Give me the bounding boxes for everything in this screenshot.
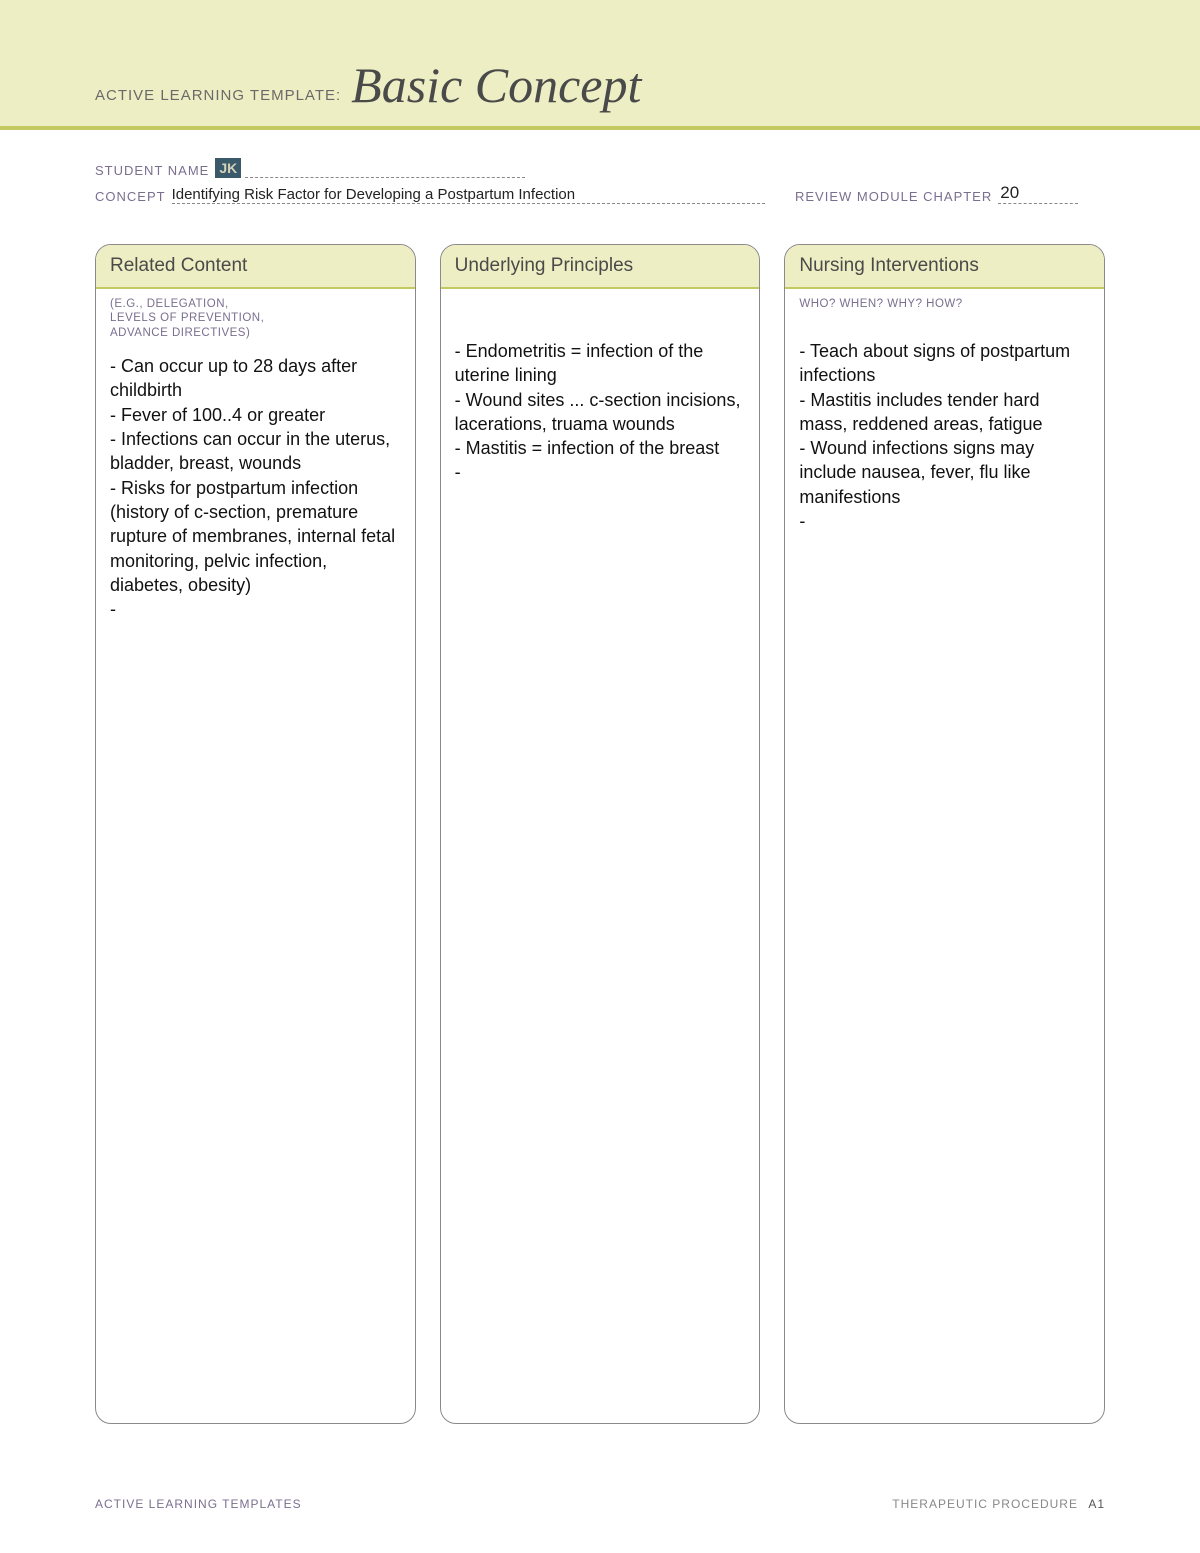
content-columns: Related Content (E.G., DELEGATION, LEVEL… (0, 214, 1200, 1424)
header-banner: ACTIVE LEARNING TEMPLATE: Basic Concept (0, 0, 1200, 130)
nursing-interventions-title: Nursing Interventions (785, 245, 1104, 289)
header-fields: STUDENT NAME JK CONCEPT Identifying Risk… (0, 130, 1200, 214)
underlying-principles-body: - Endometritis = infection of the uterin… (441, 329, 760, 495)
footer-left: ACTIVE LEARNING TEMPLATES (95, 1497, 302, 1511)
review-chapter-line: 20 (998, 188, 1078, 204)
related-content-title: Related Content (96, 245, 415, 289)
underlying-principles-title: Underlying Principles (441, 245, 760, 289)
related-content-card: Related Content (E.G., DELEGATION, LEVEL… (95, 244, 416, 1424)
page-footer: ACTIVE LEARNING TEMPLATES THERAPEUTIC PR… (95, 1497, 1105, 1511)
footer-page: A1 (1088, 1497, 1105, 1511)
underlying-principles-subtitle (441, 289, 760, 329)
footer-right: THERAPEUTIC PROCEDURE A1 (892, 1497, 1105, 1511)
related-content-subtitle: (E.G., DELEGATION, LEVELS OF PREVENTION,… (96, 289, 415, 344)
nursing-interventions-subtitle: WHO? WHEN? WHY? HOW? (785, 289, 1104, 329)
template-title: Basic Concept (351, 56, 641, 114)
template-prefix: ACTIVE LEARNING TEMPLATE: (95, 87, 341, 104)
concept-label: CONCEPT (95, 189, 166, 204)
student-name-line (245, 162, 525, 178)
related-content-body: - Can occur up to 28 days after childbir… (96, 344, 415, 631)
nursing-interventions-body: - Teach about signs of postpartum infect… (785, 329, 1104, 543)
review-chapter-value: 20 (1000, 183, 1019, 203)
footer-right-text: THERAPEUTIC PROCEDURE (892, 1497, 1078, 1511)
underlying-principles-card: Underlying Principles - Endometritis = i… (440, 244, 761, 1424)
student-name-value: JK (215, 158, 241, 178)
review-chapter-label: REVIEW MODULE CHAPTER (795, 189, 992, 204)
concept-value: Identifying Risk Factor for Developing a… (172, 186, 576, 203)
concept-line: Identifying Risk Factor for Developing a… (172, 188, 765, 204)
nursing-interventions-card: Nursing Interventions WHO? WHEN? WHY? HO… (784, 244, 1105, 1424)
student-name-label: STUDENT NAME (95, 163, 209, 178)
